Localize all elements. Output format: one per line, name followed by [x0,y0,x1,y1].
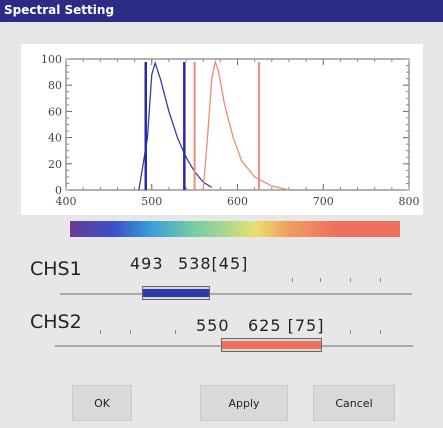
channel-1-end-bandwidth: 538[45] [178,254,249,273]
y-tick-label: 100 [41,53,62,66]
channel-1-range-handle[interactable] [141,286,211,300]
channel-2-end-bandwidth: 625 [75] [248,316,325,335]
channel-2-start-value: 550 [196,316,230,335]
channel-1-slider-track[interactable] [60,293,412,295]
slider-tick [175,330,176,334]
apply-button[interactable]: Apply [200,385,288,421]
plot-frame [65,58,410,191]
channel-1-label: CHS1 [30,258,82,280]
slider-tick [350,330,351,334]
channel-2-label: CHS2 [30,311,82,333]
slider-tick [380,278,381,282]
slider-tick [350,278,351,282]
x-tick-label: 500 [141,195,162,208]
x-tick-label: 700 [313,195,334,208]
slider-tick [100,330,101,334]
x-tick-label: 400 [56,195,77,208]
window-title: Spectral Setting [4,3,115,17]
cancel-button[interactable]: Cancel [313,385,395,421]
wavelength-color-bar [70,221,400,237]
slider-tick [130,330,131,334]
spectrum-plot-panel: 0 20 40 60 80 100 400 500 600 700 800 [21,44,423,215]
y-tick-label: 40 [48,132,62,145]
ok-button[interactable]: OK [72,385,132,421]
slider-tick [292,278,293,282]
title-bar: Spectral Setting [0,0,443,22]
y-tick-label: 60 [48,105,62,118]
spectrum-curve-1 [138,60,213,191]
slider-tick [320,278,321,282]
slider-tick [380,330,381,334]
y-tick-label: 80 [48,79,62,92]
x-tick-label: 600 [227,195,248,208]
y-tick-label: 20 [48,158,62,171]
channel-2-range-handle[interactable] [220,338,322,352]
x-tick-label: 800 [399,195,420,208]
channel-1-start-value: 493 [130,254,164,273]
spectrum-curve-2 [202,59,290,191]
y-tick-label: 0 [55,184,62,197]
spectrum-chart: 0 20 40 60 80 100 400 500 600 700 800 [41,53,420,208]
